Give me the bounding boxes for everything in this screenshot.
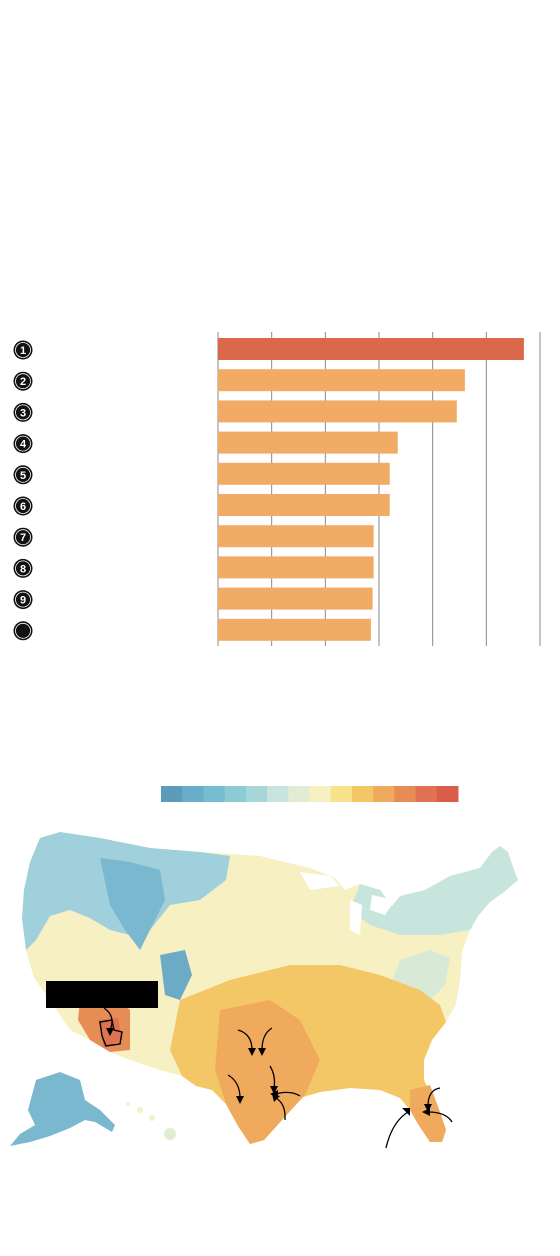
rank-label-7: 7 <box>20 532 26 544</box>
rank-badge-ring <box>15 560 31 577</box>
rank-badge-ring <box>15 622 31 639</box>
rank-badge-4 <box>13 434 33 454</box>
legend-swatch-7 <box>288 786 310 802</box>
bar-marks <box>218 338 524 641</box>
bar-9 <box>218 587 373 610</box>
great-lakes <box>300 872 395 935</box>
legend-swatch-12 <box>394 786 417 802</box>
warm-region-texas <box>215 1000 320 1144</box>
legend-swatch-10 <box>351 786 374 802</box>
rank-badge-3 <box>13 402 33 422</box>
rank-badge-ring <box>15 498 31 514</box>
rank-label-3: 3 <box>20 407 26 419</box>
rank-label-1: 1 <box>20 345 26 357</box>
rank-badge-ring <box>15 529 31 546</box>
legend-swatch-14 <box>436 786 459 802</box>
legend-swatch-3 <box>203 786 226 802</box>
rank-badge-ring <box>15 466 31 483</box>
rank-label-5: 5 <box>20 470 26 482</box>
arrowheads <box>106 1028 432 1116</box>
color-legend <box>161 786 459 802</box>
rank-badge-9 <box>13 590 33 610</box>
rank-badge-ring <box>15 373 31 390</box>
legend-swatch-4 <box>224 786 247 802</box>
rank-badge-5 <box>13 465 33 485</box>
legend-swatch-2 <box>182 786 204 802</box>
rank-label-4: 4 <box>20 439 27 451</box>
rank-badge-8 <box>13 558 33 578</box>
legend-swatch-13 <box>415 786 438 802</box>
bar-2 <box>218 369 465 392</box>
bar-4 <box>218 431 398 454</box>
bar-5 <box>218 462 390 485</box>
rank-badge-2 <box>13 371 33 391</box>
alaska <box>10 1072 115 1146</box>
bar-3 <box>218 400 457 423</box>
legend-swatch-8 <box>309 786 332 802</box>
bar-6 <box>218 494 390 516</box>
rank-label-8: 8 <box>20 563 26 575</box>
legend-swatch-1 <box>161 786 183 802</box>
cool-region-rockies <box>100 858 165 950</box>
bar-chart: 1 2 3 4 5 6 7 8 9 <box>13 332 541 646</box>
rank-label-9: 9 <box>20 595 26 607</box>
hawaii <box>126 1102 176 1140</box>
bar-10 <box>218 618 371 641</box>
legend-swatch-9 <box>330 786 353 802</box>
bar-7 <box>218 525 374 548</box>
rank-badge-ring <box>15 591 31 608</box>
callout-arrows <box>103 1007 453 1149</box>
rank-badge-1 <box>13 340 33 360</box>
legend-swatch-6 <box>267 786 289 802</box>
cool-region-utah <box>160 950 192 1000</box>
bar-8 <box>218 556 374 579</box>
cool-region-northeast <box>350 846 518 935</box>
rank-label-2: 2 <box>20 376 26 388</box>
rank-badge-7 <box>13 527 33 547</box>
legend-swatches <box>161 786 459 802</box>
legend-swatch-5 <box>245 786 268 802</box>
rank-badge-6 <box>13 496 33 516</box>
rank-badge-ring <box>15 342 31 358</box>
rank-badge-10 <box>13 621 33 641</box>
legend-swatch-11 <box>373 786 395 802</box>
rank-badge-ring <box>15 404 31 421</box>
redacted-label <box>46 981 158 1008</box>
rank-label-6: 6 <box>20 501 26 513</box>
rank-badge-ring <box>15 435 31 452</box>
rank-badges: 1 2 3 4 5 6 7 8 9 <box>13 340 33 641</box>
bar-1 <box>218 338 524 360</box>
